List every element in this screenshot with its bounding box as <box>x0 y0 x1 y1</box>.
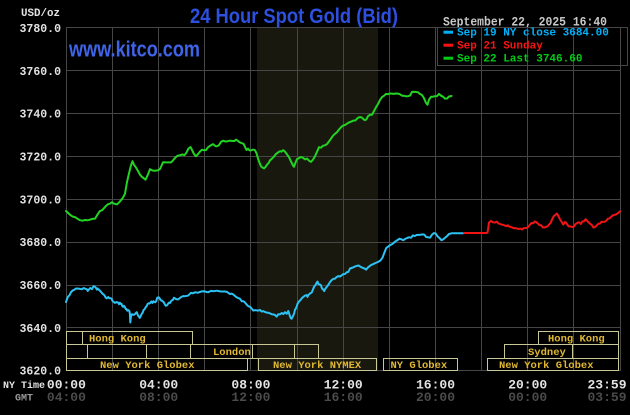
svg-text:24 Hour Spot Gold (Bid): 24 Hour Spot Gold (Bid) <box>190 4 398 28</box>
svg-text:Sep 19 NY close 3684.00: Sep 19 NY close 3684.00 <box>457 28 609 40</box>
svg-text:www.kitco.com: www.kitco.com <box>68 37 200 62</box>
svg-text:USD/oz: USD/oz <box>21 8 60 20</box>
svg-text:16:00: 16:00 <box>324 390 363 405</box>
svg-text:Sep 21 Sunday: Sep 21 Sunday <box>457 41 543 53</box>
svg-text:00:00: 00:00 <box>508 390 547 405</box>
svg-text:Sep 22 Last 3746.60: Sep 22 Last 3746.60 <box>457 54 582 66</box>
svg-text:16:00: 16:00 <box>416 378 455 393</box>
svg-text:NY Globex: NY Globex <box>391 360 448 372</box>
svg-text:08:00: 08:00 <box>139 390 178 405</box>
svg-text:Hong Kong: Hong Kong <box>548 334 605 346</box>
svg-text:Hong Kong: Hong Kong <box>89 334 146 346</box>
svg-text:20:00: 20:00 <box>416 390 455 405</box>
svg-text:12:00: 12:00 <box>324 378 363 393</box>
svg-text:3700.0: 3700.0 <box>20 194 62 207</box>
svg-text:Sydney: Sydney <box>528 347 567 359</box>
svg-text:08:00: 08:00 <box>231 378 270 393</box>
svg-text:20:00: 20:00 <box>508 378 547 393</box>
svg-text:00:00: 00:00 <box>47 378 86 393</box>
svg-text:3740.0: 3740.0 <box>20 109 62 122</box>
svg-text:New York NYMEX: New York NYMEX <box>273 360 362 372</box>
svg-text:3640.0: 3640.0 <box>20 323 62 336</box>
svg-text:3780.0: 3780.0 <box>20 23 62 36</box>
svg-text:New York Globex: New York Globex <box>100 360 195 372</box>
svg-text:London: London <box>213 347 251 359</box>
svg-text:September 22, 2025 16:40: September 22, 2025 16:40 <box>443 15 607 29</box>
svg-text:3760.0: 3760.0 <box>20 66 62 79</box>
svg-text:3620.0: 3620.0 <box>20 366 62 379</box>
svg-text:04:00: 04:00 <box>139 378 178 393</box>
svg-text:04:00: 04:00 <box>47 390 86 405</box>
svg-text:3680.0: 3680.0 <box>20 237 62 250</box>
svg-text:New York Globex: New York Globex <box>499 360 594 372</box>
svg-text:3720.0: 3720.0 <box>20 152 62 165</box>
svg-text:03:59: 03:59 <box>587 390 626 405</box>
svg-text:3660.0: 3660.0 <box>20 280 62 293</box>
svg-text:GMT: GMT <box>15 394 33 405</box>
svg-text:NY Time: NY Time <box>3 380 45 392</box>
svg-text:12:00: 12:00 <box>231 390 270 405</box>
svg-text:23:59: 23:59 <box>587 378 626 393</box>
